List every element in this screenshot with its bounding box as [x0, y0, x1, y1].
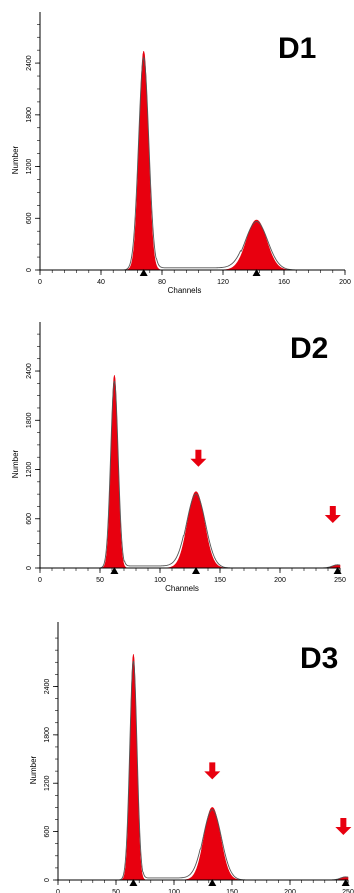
x-tick-label: 150: [214, 577, 226, 584]
x-tick-label: 0: [38, 577, 42, 584]
panels-root: 0 40 80 120 160 200 0 600 1200 1800 2400 Channels Nu…: [11, 12, 354, 893]
fitted-outline: [40, 56, 345, 271]
red-arrow: [204, 762, 221, 780]
x-tick-label: 80: [158, 279, 166, 286]
y-axis-title: Number: [29, 755, 38, 784]
x-tick-label: 50: [112, 889, 120, 893]
peak-marker: [341, 879, 350, 886]
chart-panel-d3: 0501001502002500600120018002400ChannelsN…: [29, 622, 354, 893]
x-tick-label: 160: [278, 279, 290, 286]
x-tick-label: 0: [38, 279, 42, 286]
peak-marker: [192, 567, 200, 574]
x-tick-label: 200: [339, 279, 351, 286]
x-tick-label: 250: [334, 577, 346, 584]
panel-label: D2: [290, 332, 328, 365]
panel-label: D3: [300, 642, 338, 675]
chart-panel-d2: 0 50 100 150 200 250 0 600 1200 1800 2400 Channels N…: [11, 322, 346, 593]
peak-marker: [129, 879, 138, 886]
x-tick-label: 200: [274, 577, 286, 584]
chart-panel-d1: 0 40 80 120 160 200 0 600 1200 1800 2400 Channels Nu…: [11, 12, 351, 295]
red-arrow: [335, 818, 352, 835]
peak-marker: [333, 567, 342, 574]
x-axis-title: Channels: [165, 584, 199, 593]
x-tick-label: 150: [226, 889, 238, 893]
x-tick-label: 100: [168, 889, 180, 893]
peak-marker: [139, 269, 148, 276]
y-tick-label: 0: [26, 268, 33, 272]
x-axis-title: Channels: [168, 286, 202, 295]
x-tick-label: 50: [96, 577, 104, 584]
y-tick-label: 2400: [26, 363, 33, 379]
peak-marker: [110, 567, 119, 574]
y-tick-label: 600: [26, 212, 33, 224]
y-tick-label: 1800: [44, 727, 51, 743]
histogram-fill: [58, 654, 349, 881]
red-arrow: [324, 506, 341, 523]
y-tick-label: 1800: [26, 107, 33, 123]
peak-marker: [252, 269, 261, 276]
histogram-fill: [40, 50, 345, 271]
peak-marker: [208, 879, 217, 886]
x-tick-label: 100: [154, 577, 166, 584]
y-tick-label: 0: [44, 878, 51, 882]
red-arrow: [190, 449, 207, 467]
x-tick-label: 40: [97, 279, 105, 286]
y-tick-label: 1200: [26, 159, 33, 175]
y-tick-label: 0: [26, 566, 33, 570]
x-tick-label: 120: [217, 279, 229, 286]
y-tick-label: 1800: [26, 412, 33, 428]
x-tick-label: 0: [56, 889, 60, 893]
y-axis-title: Number: [11, 145, 20, 174]
y-tick-label: 1200: [26, 462, 33, 478]
histogram-fill: [40, 375, 341, 569]
y-tick-label: 600: [44, 826, 51, 838]
y-tick-label: 600: [26, 513, 33, 525]
y-axis-title: Number: [11, 449, 20, 478]
y-tick-label: 2400: [26, 55, 33, 71]
y-tick-label: 1200: [44, 775, 51, 791]
x-tick-label: 250: [342, 889, 354, 893]
panel-label: D1: [278, 32, 316, 65]
x-tick-label: 200: [284, 889, 296, 893]
y-tick-label: 2400: [44, 679, 51, 695]
